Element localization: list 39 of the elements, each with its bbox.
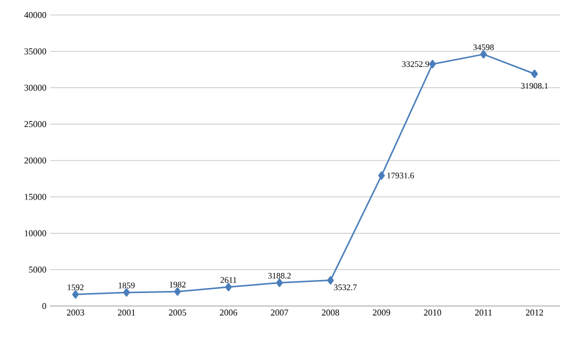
data-label: 3532.7	[334, 284, 357, 290]
point	[480, 50, 487, 59]
data-label: 1592	[68, 284, 84, 290]
point	[378, 171, 385, 180]
y-tick-label: 5000	[29, 266, 46, 273]
data-label: 17931.6	[387, 172, 414, 178]
point	[225, 282, 232, 292]
data-label: 2611	[220, 277, 236, 283]
point	[123, 288, 130, 297]
point	[327, 276, 334, 285]
data-label: 34598	[473, 44, 494, 50]
data-label: 33252.9	[402, 61, 429, 67]
data-label: 1859	[118, 282, 135, 288]
x-tick-label: 2012	[526, 310, 543, 316]
x-tick-label: 2005	[168, 310, 186, 316]
x-tick-label: 2001	[118, 310, 135, 316]
data-label: 31908.1	[521, 83, 548, 89]
point	[429, 60, 436, 68]
x-tick-label: 2006	[220, 310, 238, 316]
y-tick-label: 40000	[24, 12, 46, 18]
x-tick-label: 2008	[322, 310, 340, 316]
x-tick-label: 2009	[372, 310, 390, 316]
data-label: 3188.2	[268, 272, 291, 279]
data-label: 1982	[170, 282, 186, 288]
y-tick-label: 25000	[24, 121, 46, 128]
point	[174, 287, 181, 296]
point	[276, 278, 283, 288]
x-tick-label: 2010	[424, 310, 442, 316]
y-tick-label: 20000	[24, 157, 46, 164]
y-tick-label: 35000	[24, 48, 46, 54]
y-tick-label: 10000	[24, 230, 46, 236]
x-tick-label: 2011	[475, 310, 492, 316]
y-tick-label: 15000	[24, 194, 46, 200]
x-tick-label: 2007	[270, 310, 288, 316]
point	[72, 290, 79, 299]
y-tick-label: 0	[42, 302, 46, 310]
y-tick-label: 30000	[24, 84, 46, 91]
x-tick-label: 2003	[66, 310, 84, 316]
point	[531, 70, 538, 78]
